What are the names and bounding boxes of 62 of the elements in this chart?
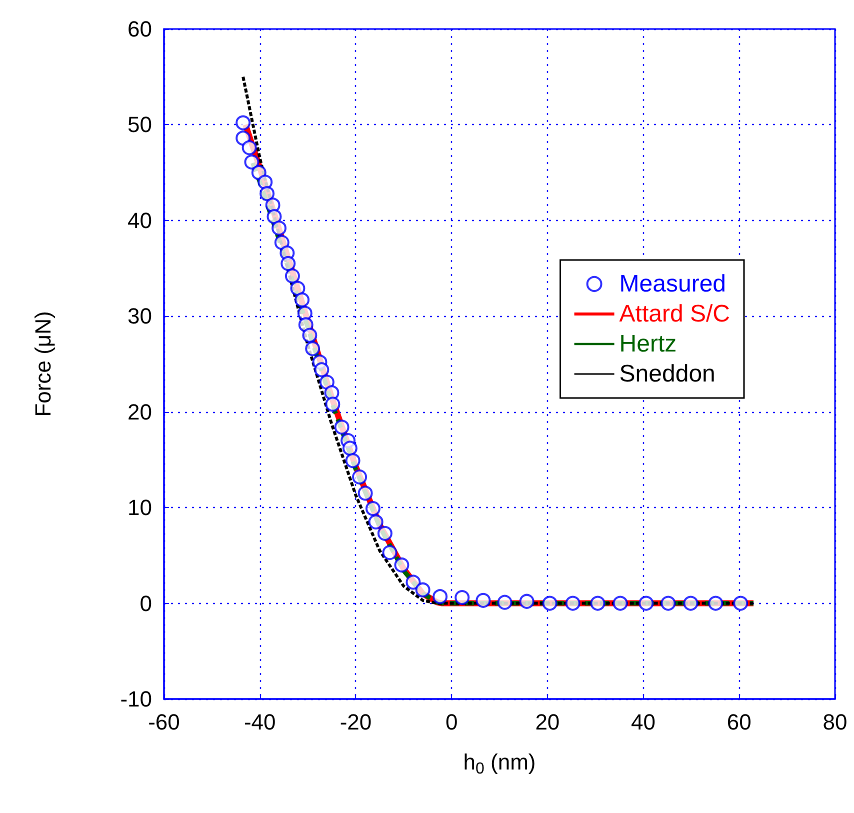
point (260, 186, 275, 202)
y-tick-label: 0 (140, 590, 152, 616)
point (476, 592, 491, 608)
point (519, 594, 534, 609)
point (314, 362, 330, 378)
point (266, 209, 282, 224)
point (683, 596, 698, 611)
x-tick-label: -40 (244, 710, 276, 734)
legend-label: Measured (619, 270, 726, 298)
point (415, 582, 430, 598)
point (612, 596, 628, 611)
point (542, 596, 558, 611)
legend-label: Sneddon (619, 360, 716, 388)
y-tick-label: -10 (120, 686, 152, 712)
y-tick-label: 20 (128, 399, 152, 424)
point (290, 280, 306, 296)
x-tick-label: 40 (631, 710, 656, 734)
point (377, 526, 392, 541)
point (352, 469, 368, 484)
point (294, 292, 310, 308)
point (236, 115, 251, 130)
point (325, 396, 340, 412)
y-tick-label: 50 (128, 112, 152, 138)
x-tick-label: 80 (822, 710, 848, 734)
point (708, 596, 724, 611)
point (406, 574, 421, 590)
point (242, 140, 257, 156)
point (382, 545, 398, 560)
point (365, 501, 380, 516)
x-tick-label: 20 (535, 710, 560, 734)
point (284, 268, 300, 284)
point (280, 256, 296, 271)
point (638, 596, 654, 611)
point (590, 596, 606, 611)
y-axis-title: Force (μN) (30, 311, 56, 417)
point (394, 558, 410, 572)
y-tick-label: 60 (128, 16, 152, 42)
y-tick-label: 30 (128, 304, 152, 329)
point (358, 486, 373, 501)
point (272, 220, 287, 236)
point (334, 420, 350, 435)
x-tick-label: 0 (445, 710, 458, 734)
point (345, 453, 360, 468)
point (565, 596, 580, 611)
point (274, 234, 290, 250)
point (432, 589, 448, 604)
point (454, 590, 470, 606)
x-tick-label: 60 (726, 710, 752, 734)
point (368, 514, 384, 530)
point (342, 440, 358, 456)
point (244, 154, 260, 170)
point (660, 596, 676, 611)
y-tick-label: 10 (128, 495, 152, 520)
x-tick-label: -60 (148, 710, 180, 734)
point (302, 328, 318, 343)
legend-label: Hertz (619, 330, 677, 358)
point (305, 341, 320, 356)
x-tick-label: -20 (340, 710, 372, 734)
point (497, 594, 512, 610)
point (733, 596, 748, 611)
y-tick-label: 40 (128, 208, 152, 233)
legend-label: Attard S/C (619, 300, 730, 328)
